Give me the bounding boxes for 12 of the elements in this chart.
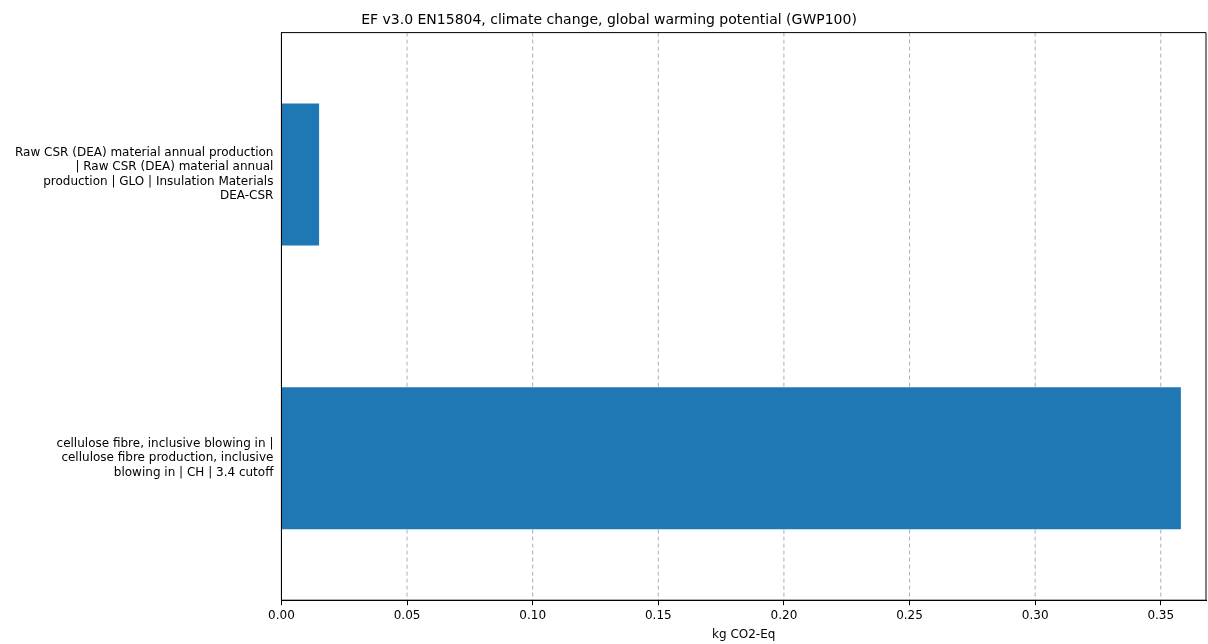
y-tick-label: Raw CSR (DEA) material annual production | Raw CSR (DEA) material annual production | GLO | Insulation Materials DEA-CSR [15,145,274,203]
x-tick-label: 0.30 [1021,607,1049,622]
x-tick-label: 0.20 [770,607,798,622]
x-tick-label: 0.15 [644,607,672,622]
x-tick-label: 0.25 [896,607,923,622]
x-tick-label: 0.35 [1147,607,1175,622]
x-axis-title: kg CO2-Eq [712,626,776,641]
y-tick-label: cellulose fibre, inclusive blowing in | cellulose fibre production, inclusive blowing in | CH | 3.4 cutoff [56,436,275,479]
x-tick-label: 0.05 [393,607,421,622]
chart-title: EF v3.0 EN15804, climate change, global warming potential (GWP100) [361,10,857,27]
x-tick-label: 0.10 [519,607,547,622]
x-tick-label: 0.00 [268,607,295,622]
